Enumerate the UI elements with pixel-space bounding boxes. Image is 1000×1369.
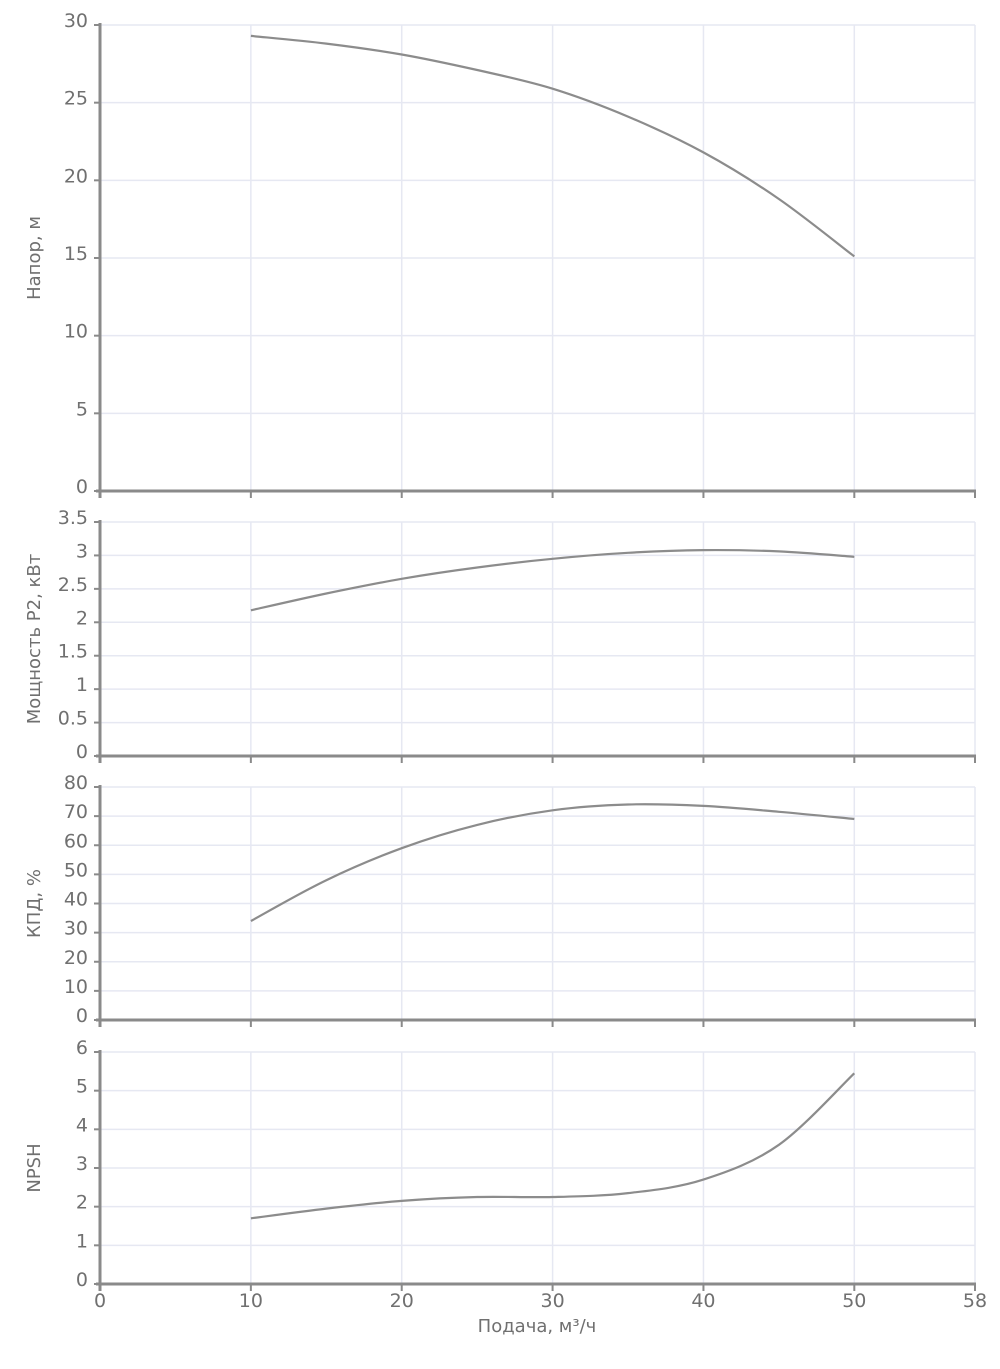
- y-tick-label: 1.5: [58, 641, 88, 663]
- y-tick-label: 50: [64, 859, 88, 881]
- y-axis-title: КПД, %: [24, 869, 45, 938]
- performance-curve: [250, 548, 855, 612]
- y-tick-label: 0: [76, 476, 88, 498]
- y-tick-label: 3.5: [58, 507, 88, 529]
- y-tick-label: 0.5: [58, 708, 88, 730]
- y-tick-label: 10: [64, 976, 88, 998]
- y-tick-label: 2: [76, 607, 88, 629]
- y-tick-label: 3: [76, 540, 88, 562]
- y-tick-label: 30: [64, 918, 88, 940]
- head-chart: 0 5 10 15 20 25 30 Напор, м: [24, 10, 976, 498]
- y-tick-label: 3: [76, 1153, 88, 1175]
- y-tick-label: 70: [64, 801, 88, 823]
- y-tick-label: 30: [64, 10, 88, 32]
- y-tick-label: 0: [76, 1005, 88, 1027]
- x-axis-title: Подача, м³/ч: [478, 1316, 597, 1337]
- x-axis: Подача, м³/ч 0 10 20 30 40 50 58: [94, 1290, 987, 1337]
- x-tick-label: 40: [691, 1290, 715, 1312]
- y-tick-label: 80: [64, 772, 88, 794]
- y-tick-label: 60: [64, 830, 88, 852]
- x-tick-label: 50: [842, 1290, 866, 1312]
- y-tick-label: 1: [76, 674, 88, 696]
- power-chart: 0 0.5 1 1.5 2 2.5 3 3.5 Мощность P2, кВт: [24, 507, 976, 763]
- performance-curve: [250, 803, 855, 922]
- x-tick-label: 30: [540, 1290, 564, 1312]
- y-tick-label: 10: [64, 321, 88, 343]
- y-tick-label: 4: [76, 1114, 88, 1136]
- x-tick-label: 20: [390, 1290, 414, 1312]
- y-tick-label: 2.5: [58, 574, 88, 596]
- y-axis-title: NPSH: [24, 1143, 45, 1192]
- x-tick-label: 58: [963, 1290, 987, 1312]
- performance-curve: [250, 1072, 856, 1220]
- y-tick-label: 0: [76, 741, 88, 763]
- y-tick-label: 40: [64, 889, 88, 911]
- efficiency-chart: 0 10 20 30 40 50 60 70 80 КПД, %: [24, 772, 976, 1027]
- y-tick-label: 6: [76, 1037, 88, 1059]
- y-tick-label: 25: [64, 88, 88, 110]
- performance-curve: [250, 34, 855, 258]
- x-tick-label: 10: [239, 1290, 263, 1312]
- y-tick-label: 20: [64, 947, 88, 969]
- y-tick-label: 15: [64, 243, 88, 265]
- y-tick-label: 5: [76, 398, 88, 420]
- y-tick-label: 1: [76, 1230, 88, 1252]
- y-axis-title: Напор, м: [24, 216, 45, 300]
- y-tick-label: 0: [76, 1269, 88, 1291]
- x-tick-label: 0: [94, 1290, 106, 1312]
- y-axis-title: Мощность P2, кВт: [24, 554, 45, 724]
- y-tick-label: 2: [76, 1192, 88, 1214]
- npsh-chart: 0 1 2 3 4 5 6 NPSH: [24, 1037, 976, 1291]
- y-tick-label: 20: [64, 165, 88, 187]
- y-tick-label: 5: [76, 1076, 88, 1098]
